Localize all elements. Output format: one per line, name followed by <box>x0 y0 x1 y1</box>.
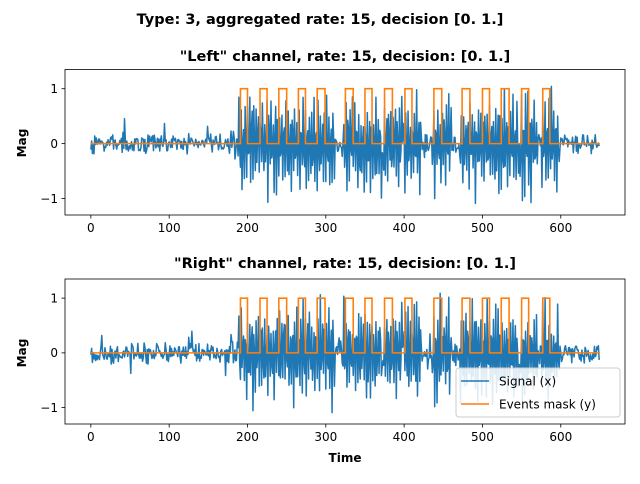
y-tick-label: 0 <box>50 346 58 360</box>
signal-series-line <box>90 85 600 205</box>
x-tick-label: 600 <box>549 221 572 235</box>
legend-box <box>455 367 621 418</box>
y-tick-label: 1 <box>50 82 58 96</box>
x-tick-label: 200 <box>236 221 259 235</box>
left-channel-ylabel: Mag <box>15 129 29 158</box>
x-tick-label: 300 <box>314 430 337 444</box>
x-tick-label: 0 <box>87 221 95 235</box>
x-tick-label: 500 <box>471 430 494 444</box>
x-tick-label: 400 <box>393 221 416 235</box>
legend-signal-label: Signal (x) <box>499 375 556 389</box>
x-tick-label: 200 <box>236 430 259 444</box>
x-tick-label: 100 <box>158 221 181 235</box>
right-channel-xlabel: Time <box>329 451 362 465</box>
left-channel-ticks: 0 100 200 300 400 500 600 −1 0 1 <box>40 82 572 235</box>
right-channel-data <box>90 292 600 414</box>
signal-series-line <box>90 292 600 414</box>
left-channel-data <box>90 85 600 205</box>
x-tick-label: 300 <box>314 221 337 235</box>
figure-suptitle: Type: 3, aggregated rate: 15, decision [… <box>137 12 504 28</box>
y-tick-label: 1 <box>50 291 58 305</box>
right-channel-axes-frame <box>64 278 626 425</box>
left-channel-plot: "Left" channel, rate: 15, decision: [0. … <box>15 49 626 235</box>
x-tick-label: 500 <box>471 221 494 235</box>
x-tick-label: 0 <box>87 430 95 444</box>
right-channel-ylabel: Mag <box>15 339 29 368</box>
x-tick-label: 400 <box>393 430 416 444</box>
y-tick-label: 0 <box>50 137 58 151</box>
legend: Signal (x) Events mask (y) <box>455 367 621 418</box>
y-tick-label: −1 <box>40 192 58 206</box>
x-tick-label: 600 <box>549 430 572 444</box>
right-channel-ticks: 0 100 200 300 400 500 600 −1 0 1 <box>40 291 572 444</box>
events-mask-series-line <box>90 87 600 145</box>
events-mask-series-line <box>90 297 600 354</box>
left-channel-title: "Left" channel, rate: 15, decision: [0. … <box>180 49 510 65</box>
legend-mask-label: Events mask (y) <box>499 398 596 412</box>
x-tick-label: 100 <box>158 430 181 444</box>
y-tick-label: −1 <box>40 401 58 415</box>
left-channel-axes-frame <box>64 69 626 216</box>
right-channel-title: "Right" channel, rate: 15, decision: [0.… <box>174 256 516 272</box>
right-channel-plot: "Right" channel, rate: 15, decision: [0.… <box>15 256 626 465</box>
